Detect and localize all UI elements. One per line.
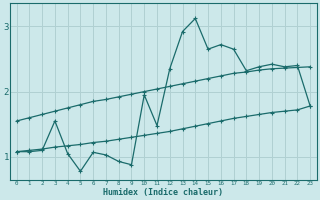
X-axis label: Humidex (Indice chaleur): Humidex (Indice chaleur) xyxy=(103,188,223,197)
